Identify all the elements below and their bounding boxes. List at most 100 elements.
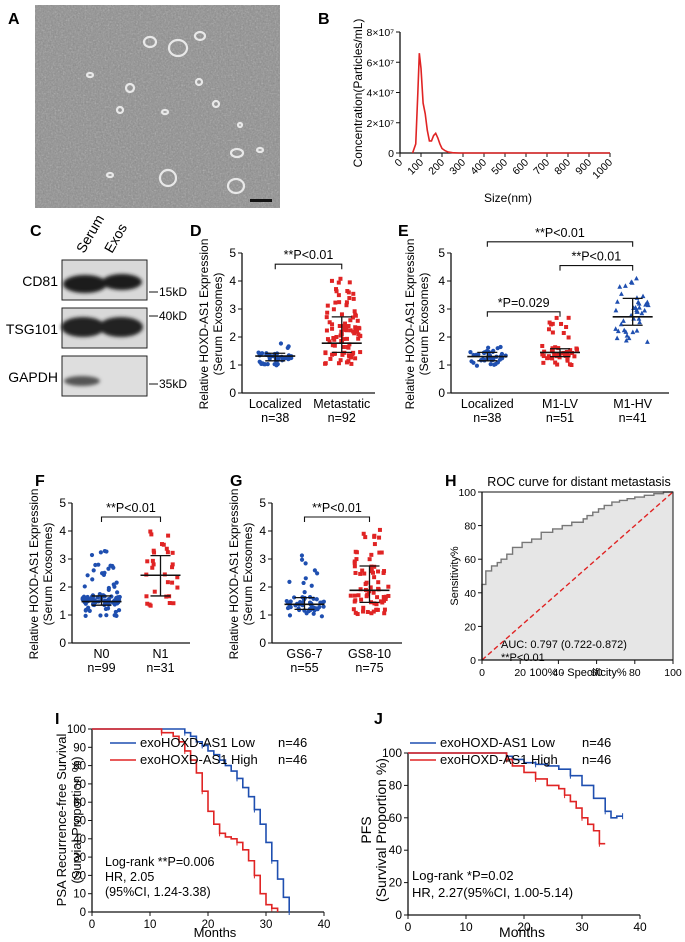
y-tick-label: 0 <box>59 636 66 650</box>
data-point <box>112 613 117 618</box>
data-point <box>285 345 290 350</box>
data-point <box>116 608 122 613</box>
y-tick-label: 100 <box>458 487 476 499</box>
chart-j-ylabel2: (Survival Proportion %) <box>373 758 389 902</box>
data-point <box>330 326 335 331</box>
data-point <box>309 583 314 588</box>
chart-h-title: ROC curve for distant metastasis <box>487 475 670 489</box>
data-point <box>615 299 620 304</box>
data-point <box>167 601 172 606</box>
significance-label: *P=0.029 <box>498 296 550 310</box>
data-point <box>621 327 627 333</box>
data-point <box>334 334 339 339</box>
data-point <box>314 597 319 602</box>
group-n-label: n=99 <box>87 661 115 675</box>
data-point <box>342 327 347 332</box>
data-point <box>572 354 577 359</box>
data-point <box>546 327 551 332</box>
significance-bracket <box>100 516 162 522</box>
panel-letter-c: C <box>30 223 42 240</box>
data-point <box>636 316 642 321</box>
y-tick-label: 1 <box>438 358 445 372</box>
blot-label-cd81: CD81 <box>22 273 58 289</box>
data-point <box>367 557 372 562</box>
data-point <box>377 535 382 540</box>
data-point <box>637 319 643 325</box>
data-point <box>83 608 88 613</box>
data-point <box>260 361 265 366</box>
data-point <box>323 361 328 366</box>
y-tick-label: 0 <box>259 636 266 650</box>
y-tick-label: 5 <box>259 496 266 510</box>
data-point <box>358 350 363 355</box>
data-point <box>285 605 291 611</box>
y-tick-label: 80 <box>464 521 476 533</box>
data-point <box>98 613 103 618</box>
data-point <box>311 611 316 616</box>
data-point <box>303 576 308 581</box>
data-point <box>333 300 338 305</box>
data-point <box>377 550 382 555</box>
data-point <box>112 584 117 589</box>
data-point <box>352 564 357 569</box>
data-point <box>492 362 497 367</box>
chart-b-ylabel: Concentration(Particles/mL) <box>351 19 365 168</box>
data-point <box>354 557 359 562</box>
data-point <box>346 353 351 358</box>
data-point <box>330 322 335 327</box>
data-point <box>556 352 561 357</box>
data-point <box>552 352 557 357</box>
data-point <box>256 350 261 355</box>
y-tick-label: 4 <box>59 524 66 538</box>
data-point <box>351 329 356 334</box>
y-tick-label: 0 <box>438 386 445 400</box>
data-point <box>564 325 569 330</box>
y-tick-label: 3 <box>438 302 445 316</box>
data-point <box>615 328 621 334</box>
data-point <box>368 585 373 590</box>
y-tick-label: 40 <box>464 588 476 600</box>
data-point <box>150 565 155 570</box>
data-point <box>351 291 356 296</box>
group-n-label: n=31 <box>146 661 174 675</box>
data-point <box>371 590 376 595</box>
data-point <box>639 310 645 316</box>
data-point <box>617 284 623 289</box>
data-point <box>325 303 330 308</box>
chart-i-ylabel: PSA Recurrence-free Survival <box>54 734 69 907</box>
data-point <box>114 580 119 585</box>
data-point <box>331 307 336 312</box>
x-tick-label: 0 <box>89 919 95 931</box>
data-point <box>565 357 570 362</box>
blot-size-cd81: 15kD <box>159 285 187 299</box>
data-point <box>165 550 170 555</box>
y-tick-label: 20 <box>73 870 86 882</box>
data-point <box>566 335 571 340</box>
data-point <box>150 558 155 563</box>
y-tick-label: 2 <box>59 580 66 594</box>
data-point <box>619 291 624 296</box>
data-point <box>85 573 90 578</box>
legend-n: n=46 <box>278 735 307 750</box>
data-point <box>111 565 116 570</box>
data-point <box>549 349 554 354</box>
data-point <box>104 613 109 618</box>
data-point <box>145 601 150 606</box>
chart-g-ylabel2: (Serum Exosomes) <box>241 523 255 626</box>
data-point <box>618 321 624 327</box>
data-point <box>353 610 358 615</box>
data-point <box>376 580 381 585</box>
data-point <box>363 535 368 540</box>
legend-label: exoHOXD-AS1 Low <box>140 735 255 750</box>
data-point <box>633 305 638 310</box>
data-point <box>342 323 347 328</box>
y-tick-label: 2×10⁷ <box>367 118 395 130</box>
data-point <box>550 330 555 335</box>
chance-diagonal <box>481 491 674 661</box>
significance-bracket <box>486 311 561 317</box>
km-annotation: Log-rank **P=0.006 <box>105 855 215 869</box>
significance-label: **P<0.01 <box>284 248 334 262</box>
data-point <box>379 550 384 555</box>
y-tick-label: 100 <box>382 746 402 760</box>
